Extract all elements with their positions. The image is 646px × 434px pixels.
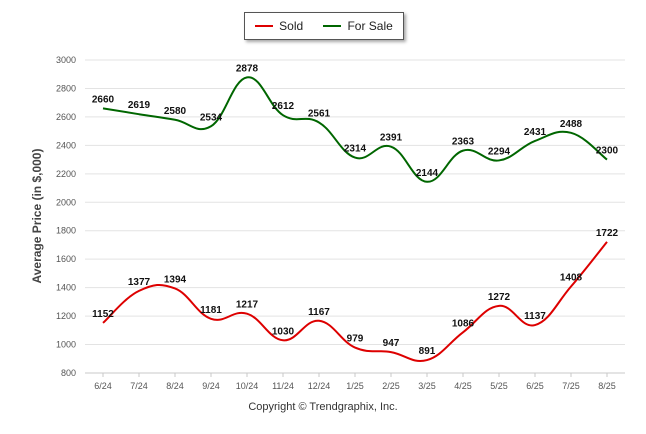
y-tick-label: 2400: [56, 140, 76, 150]
x-tick-label: 8/24: [166, 381, 184, 391]
data-label-sold: 1181: [200, 305, 222, 316]
data-labels: 1152 1377 1394 1181 1217 1030 1167 979 947 891 108…: [92, 63, 619, 357]
y-tick-label: 2000: [56, 197, 76, 207]
data-label-sold: 1137: [524, 311, 546, 322]
x-tick-label: 9/24: [202, 381, 220, 391]
data-label-for-sale: 2314: [344, 144, 367, 155]
x-tick-label: 3/25: [418, 381, 436, 391]
data-label-for-sale: 2534: [200, 112, 223, 123]
data-label-for-sale: 2878: [236, 63, 259, 74]
legend-swatch-sold: [255, 25, 274, 27]
x-tick-label: 6/24: [94, 381, 112, 391]
data-label-for-sale: 2660: [92, 94, 115, 105]
legend-label-for-sale: For Sale: [347, 19, 393, 33]
series-lines: [102, 76, 608, 362]
data-label-sold: 1030: [272, 326, 295, 337]
x-tick-label: 1/25: [346, 381, 364, 391]
y-tick-label: 1600: [56, 254, 76, 264]
y-tick-label: 2600: [56, 112, 76, 122]
data-label-sold: 1086: [452, 318, 475, 329]
axes: 800 1000 1200 1400 1600 1800 2000 2200 2400 2600 2…: [56, 55, 625, 391]
data-label-for-sale: 2619: [128, 100, 151, 111]
x-tick-label: 11/24: [272, 381, 294, 391]
x-tick-label: 6/25: [526, 381, 544, 391]
y-tick-label: 2800: [56, 83, 76, 93]
data-label-for-sale: 2612: [272, 101, 295, 112]
data-label-sold: 1722: [596, 228, 619, 239]
data-label-for-sale: 2391: [380, 133, 403, 144]
data-label-sold: 1152: [92, 309, 114, 320]
data-label-for-sale: 2580: [164, 106, 187, 117]
x-tick-label: 7/24: [130, 381, 148, 391]
y-tick-label: 2200: [56, 169, 76, 179]
data-label-sold: 1394: [164, 274, 187, 285]
copyright-text: Copyright © Trendgraphix, Inc.: [248, 401, 398, 413]
data-label-sold: 1167: [308, 307, 330, 318]
data-label-for-sale: 2363: [452, 137, 475, 148]
data-label-for-sale: 2300: [596, 146, 619, 157]
legend-label-sold: Sold: [279, 19, 304, 33]
x-tick-label: 7/25: [562, 381, 580, 391]
y-tick-label: 1200: [56, 311, 76, 321]
y-axis-title: Average Price (in $,000): [30, 149, 44, 284]
data-label-for-sale: 2431: [524, 127, 547, 138]
x-tick-label: 10/24: [236, 381, 259, 391]
x-tick-label: 8/25: [598, 381, 616, 391]
legend: Sold For Sale: [244, 12, 404, 40]
data-label-sold: 1408: [560, 272, 583, 283]
data-label-sold: 1377: [128, 277, 151, 288]
series-line-sold[interactable]: [102, 241, 608, 362]
data-label-sold: 979: [347, 334, 364, 345]
data-label-sold: 1217: [236, 300, 259, 311]
grid: [85, 59, 625, 374]
x-tick-label: 12/24: [308, 381, 331, 391]
x-tick-label: 2/25: [382, 381, 400, 391]
x-tick-label: 4/25: [454, 381, 472, 391]
data-label-sold: 1272: [488, 292, 511, 303]
legend-swatch-for-sale: [323, 25, 342, 27]
data-label-for-sale: 2561: [308, 108, 331, 119]
series-line-for-sale[interactable]: [102, 76, 608, 183]
y-tick-label: 1000: [56, 340, 76, 350]
x-tick-label: 5/25: [490, 381, 508, 391]
legend-item-sold[interactable]: Sold: [255, 19, 303, 33]
data-label-sold: 891: [419, 346, 436, 357]
data-label-sold: 947: [383, 338, 400, 349]
data-label-for-sale: 2294: [488, 146, 511, 157]
y-tick-label: 3000: [56, 55, 76, 65]
y-tick-label: 1800: [56, 226, 76, 236]
y-tick-label: 1400: [56, 283, 76, 293]
y-tick-label: 800: [61, 368, 76, 378]
legend-item-for-sale[interactable]: For Sale: [323, 19, 393, 33]
data-label-for-sale: 2144: [416, 168, 439, 179]
data-label-for-sale: 2488: [560, 119, 583, 130]
